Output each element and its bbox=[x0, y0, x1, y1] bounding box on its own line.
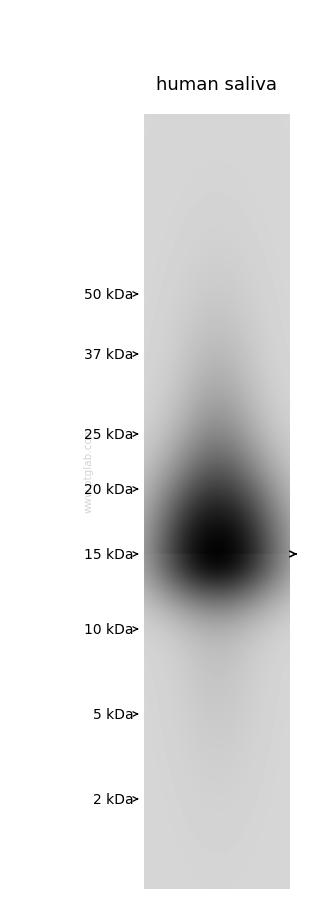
Text: 25 kDa: 25 kDa bbox=[84, 428, 134, 441]
Text: 50 kDa: 50 kDa bbox=[84, 288, 134, 301]
Text: 37 kDa: 37 kDa bbox=[84, 347, 134, 362]
Text: 5 kDa: 5 kDa bbox=[93, 707, 134, 722]
Text: www.ptglab.com: www.ptglab.com bbox=[83, 426, 93, 512]
Text: 10 kDa: 10 kDa bbox=[84, 622, 134, 636]
Text: 2 kDa: 2 kDa bbox=[93, 792, 134, 806]
Text: 20 kDa: 20 kDa bbox=[84, 483, 134, 496]
Text: 15 kDa: 15 kDa bbox=[84, 548, 134, 561]
Text: human saliva: human saliva bbox=[156, 76, 277, 94]
